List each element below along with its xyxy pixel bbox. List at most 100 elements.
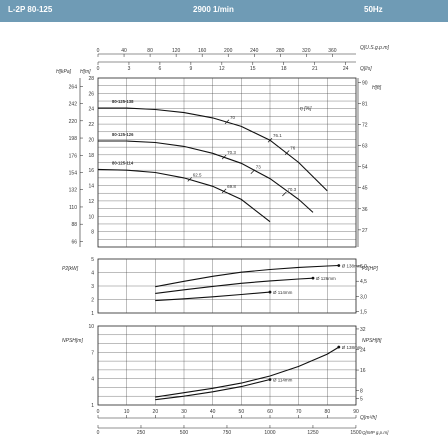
head-ft-tick-label: 54 [362,165,368,171]
power-curve-Ø 126mm [155,277,314,294]
npsh-ft-tick-label: 5 [360,396,363,402]
imp-tick-label: 500 [180,430,189,436]
head-ft-tick-label: 81 [362,101,368,107]
ls-tick-label: 0 [97,66,100,72]
ls-tick-label: 15 [250,66,256,72]
npsh-curve-label: Ø 138mm [342,345,362,350]
head-m-tick-label: 14 [88,184,94,190]
head-m-tick-label: 16 [88,168,94,174]
npsh-ft-tick-label: 16 [360,368,366,374]
model-label: L-2P 80-125 [8,5,53,14]
head-kpa-tick-label: 110 [69,205,77,211]
m3h-axis-label: Q[m³/h] [360,415,377,421]
imp-tick-label: 250 [137,430,146,436]
head-ft-tick-label: 72 [362,123,368,129]
power-curve-label: Ø 138mm [342,263,362,268]
imp-tick-label: 1500 [350,430,361,436]
efficiency-label: η [%] [300,106,312,112]
npsh-grid-frame [97,325,357,406]
gpm-tick-label: 360 [328,48,337,54]
frequency-label: 50Hz [364,5,383,14]
power-hp-tick-label: 1,5 [360,309,367,315]
npsh-ft-tick-label: 24 [360,348,366,354]
efficiency-value-label: 70.3 [227,150,236,155]
gpm-tick-label: 280 [276,48,285,54]
imp-axis-label: Q[IMP g.p.m] [362,430,389,435]
imp-tick-label: 750 [223,430,232,436]
power-curve-Ø 114mm [155,291,271,302]
gpm-tick-label: 80 [147,48,153,54]
npsh-m-tick-label: 4 [91,377,94,383]
power-kw-tick-label: 1 [91,311,94,317]
ls-tick-label: 12 [219,66,225,72]
power-curve-Ø 138mm [155,264,339,288]
imp-tick-label: 1250 [307,430,318,436]
m3h-tick-label: 30 [181,409,187,415]
power-hp-tick-label: 3,0 [360,294,367,300]
efficiency-value-label: 62.5 [193,172,202,177]
head-m-tick-label: 24 [88,107,94,113]
ls-tick-label: 9 [189,66,192,72]
head-curve-80-125-126 [98,140,314,213]
m3h-tick-label: 40 [210,409,216,415]
ls-tick-label: 6 [159,66,162,72]
efficiency-value-label: 69.8 [227,184,236,189]
efficiency-mark [224,119,230,125]
npsh-m-tick-label: 1 [91,403,94,409]
efficiency-mark [282,191,287,197]
m3h-tick-label: 80 [325,409,331,415]
head-m-tick-label: 26 [88,91,94,97]
gpm-tick-label: 200 [224,48,233,54]
npsh-m-tick-label: 10 [88,324,94,330]
power-curve-end-marker [311,276,315,280]
power-hp-tick-label: 4,5 [360,279,367,285]
npsh-curve-end-marker [268,378,272,381]
npsh-curve-label: Ø 114mm [273,378,293,383]
head-kpa-tick-label: 66 [71,239,77,245]
efficiency-mark [221,154,227,160]
head-curve-label: 80-125-126 [112,132,134,137]
efficiency-mark [284,150,290,155]
efficiency-value-label: 73 [256,165,262,170]
head-m-tick-label: 22 [88,122,94,128]
head-kpa-tick-label: 198 [69,136,78,142]
power-kw-tick-label: 5 [91,257,94,263]
head-m-tick-label: 8 [91,230,94,236]
m3h-tick-label: 90 [353,409,359,415]
head-ft-tick-label: 63 [362,144,368,150]
ls-tick-label: 21 [312,66,318,72]
efficiency-value-label: 76.1 [273,133,282,138]
npsh-ft-axis-label: NPSH[ft] [362,338,382,344]
head-kpa-axis-label: H[kPa] [56,69,72,75]
ls-tick-label: 18 [281,66,287,72]
head-kpa-tick-label: 154 [69,170,78,176]
gpm-tick-label: 120 [172,48,181,54]
gpm-tick-label: 160 [198,48,207,54]
head-kpa-tick-label: 264 [69,84,78,90]
power-hp-tick-label: 6,0 [360,264,367,270]
power-kw-tick-label: 2 [91,298,94,304]
npsh-m-tick-label: 7 [91,350,94,356]
head-curve-label: 80-125-114 [112,160,134,165]
efficiency-mark [221,188,227,194]
gpm-axis-label: Q[U.S.g.p.m] [360,45,390,51]
head-ft-tick-label: 27 [362,228,368,234]
gpm-tick-label: 240 [250,48,259,54]
head-ft-tick-label: 45 [362,186,368,192]
head-ft-tick-label: 36 [362,207,368,213]
ls-tick-label: 3 [128,66,131,72]
head-curve-80-125-114 [97,168,271,223]
ls-axis-label: Q[l/s] [360,66,372,72]
power-kw-tick-label: 3 [91,284,94,290]
head-kpa-tick-label: 242 [69,102,78,108]
head-m-axis-label: H[m] [80,69,91,75]
power-curve-label: Ø 126mm [316,276,336,281]
efficiency-mark [250,169,256,174]
power-hp-axis-label: P2[HP] [362,266,378,272]
m3h-tick-label: 70 [296,409,302,415]
ls-tick-label: 24 [343,66,349,72]
head-m-tick-label: 28 [88,76,94,82]
efficiency-value-label: 70 [230,115,236,120]
power-kw-tick-label: 4 [91,271,94,277]
